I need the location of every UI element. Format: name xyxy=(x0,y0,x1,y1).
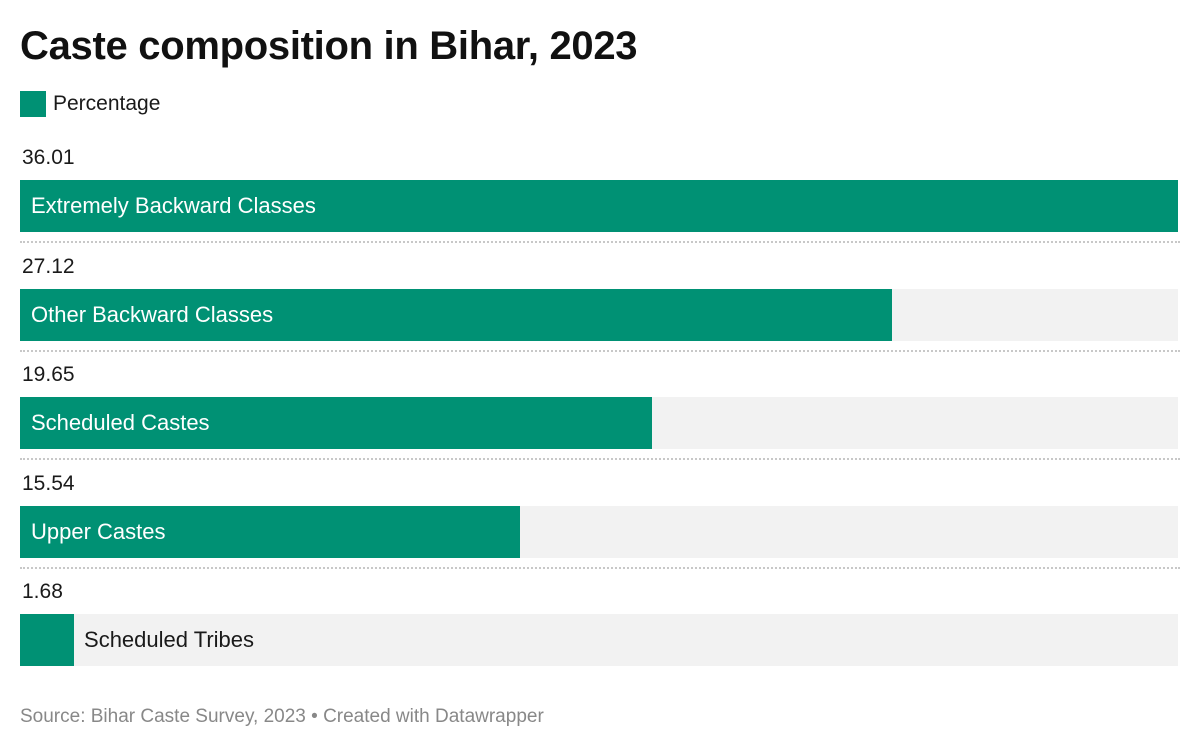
legend: Percentage xyxy=(20,90,160,118)
bar-row: 1.68 Scheduled Tribes xyxy=(20,574,1180,678)
category-label: Scheduled Castes xyxy=(31,410,210,435)
row-separator xyxy=(20,566,1180,569)
legend-label: Percentage xyxy=(53,92,161,115)
bar-row: 15.54 Upper Castes xyxy=(20,466,1180,570)
bar-row: 36.01 Extremely Backward Classes xyxy=(20,140,1180,244)
value-label: 27.12 xyxy=(22,254,75,278)
row-separator xyxy=(20,241,1180,243)
bar-track: Extremely Backward Classes xyxy=(20,180,1178,232)
bar-row: 19.65 Scheduled Castes xyxy=(20,357,1180,461)
category-label: Other Backward Classes xyxy=(31,301,274,327)
source-note: Source: Bihar Caste Survey, 2023 • Creat… xyxy=(20,706,544,727)
bar-track: Scheduled Castes xyxy=(20,397,1178,449)
category-label: Scheduled Tribes xyxy=(84,627,255,652)
bar-row: 27.12 Other Backward Classes xyxy=(20,249,1180,353)
value-label: 36.01 xyxy=(22,146,75,169)
bar xyxy=(20,288,893,341)
legend-swatch xyxy=(20,91,46,117)
value-label: 19.65 xyxy=(22,363,75,386)
chart-title: Caste composition in Bihar, 2023 xyxy=(20,24,638,68)
value-label: 1.68 xyxy=(22,580,63,603)
value-label: 15.54 xyxy=(22,471,75,495)
row-separator xyxy=(20,349,1180,352)
bar xyxy=(20,180,1178,232)
bar-track: Scheduled Tribes xyxy=(20,614,1178,666)
category-label: Extremely Backward Classes xyxy=(31,193,316,218)
row-separator xyxy=(20,458,1180,460)
category-label: Upper Castes xyxy=(31,518,166,544)
bar xyxy=(20,397,652,449)
bar-track: Upper Castes xyxy=(20,505,1178,558)
bar xyxy=(20,505,520,558)
bar-track: Other Backward Classes xyxy=(20,288,1178,341)
bar xyxy=(20,614,75,666)
